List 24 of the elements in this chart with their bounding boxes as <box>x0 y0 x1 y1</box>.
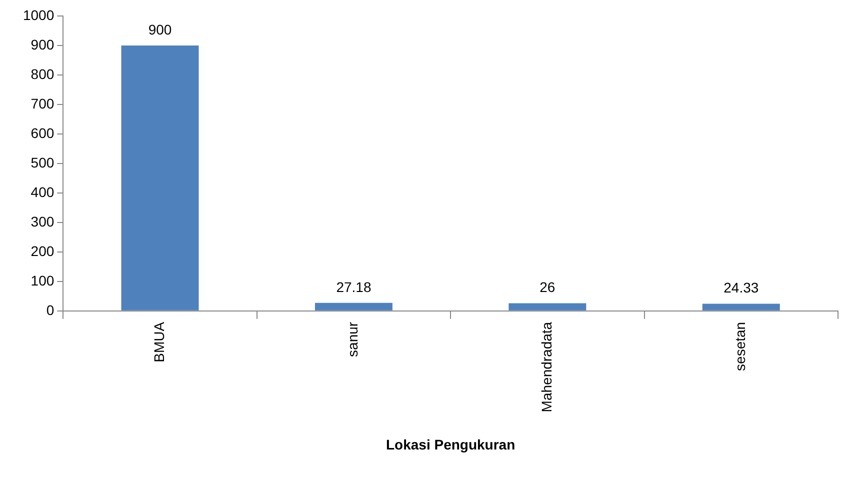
data-label: 27.18 <box>336 278 372 295</box>
data-label: 24.33 <box>724 280 759 296</box>
y-tick-label: 400 <box>30 184 54 200</box>
bar <box>508 303 586 310</box>
y-tick-label: 300 <box>30 213 54 230</box>
x-tick-label: sanur <box>344 322 361 357</box>
bar <box>314 302 392 310</box>
bar <box>702 304 780 310</box>
x-tick-label: sesetan <box>732 322 748 371</box>
bar <box>121 45 199 310</box>
y-tick-label: 500 <box>30 154 54 170</box>
data-label: 900 <box>148 21 172 38</box>
y-tick-label: 200 <box>30 242 54 259</box>
x-tick-label: BMUA <box>150 321 167 362</box>
y-tick-label: 0 <box>46 302 54 318</box>
y-tick-label: 800 <box>30 66 54 82</box>
x-tick-label: Mahendradata <box>538 322 554 412</box>
x-axis-title: Lokasi Pengukuran <box>386 436 516 452</box>
y-tick-label: 700 <box>30 95 54 112</box>
data-label: 26 <box>540 279 556 296</box>
y-tick-label: 1000 <box>22 6 54 23</box>
y-tick-label: 900 <box>30 36 54 52</box>
y-tick-label: 100 <box>30 272 54 288</box>
y-tick-label: 600 <box>30 124 54 141</box>
